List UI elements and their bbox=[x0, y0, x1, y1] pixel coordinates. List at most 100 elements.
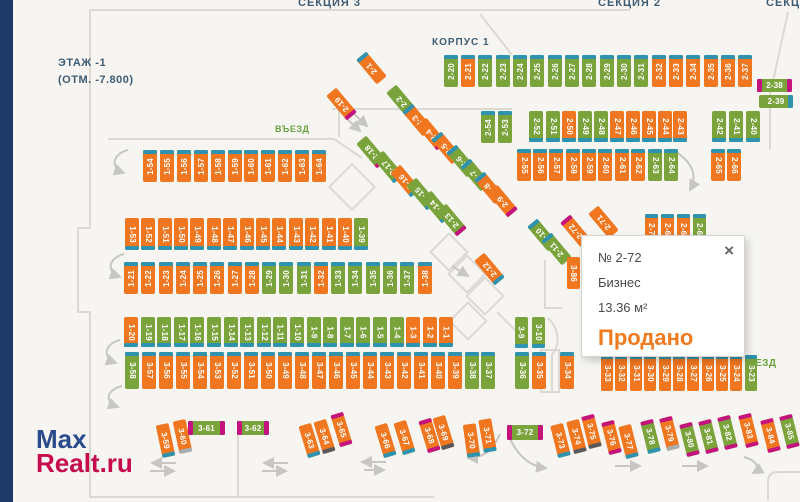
parking-spot-1-11[interactable]: 1-11 bbox=[273, 317, 287, 347]
parking-spot-1-55[interactable]: 1-55 bbox=[160, 150, 174, 182]
parking-spot-1-62[interactable]: 1-62 bbox=[278, 150, 292, 182]
parking-spot-2-51[interactable]: 2-51 bbox=[546, 111, 560, 142]
parking-spot-1-4[interactable]: 1-4 bbox=[390, 317, 404, 347]
parking-spot-2-55[interactable]: 2-55 bbox=[517, 149, 531, 181]
parking-spot-3-51[interactable]: 3-51 bbox=[244, 352, 258, 389]
parking-spot-2-30[interactable]: 2-30 bbox=[617, 55, 631, 87]
parking-spot-2-54[interactable]: 2-54 bbox=[481, 111, 495, 143]
parking-spot-3-55[interactable]: 3-55 bbox=[176, 352, 190, 389]
parking-spot-3-61[interactable]: 3-61 bbox=[188, 421, 225, 435]
parking-spot-2-28[interactable]: 2-28 bbox=[582, 55, 596, 87]
parking-spot-2-29[interactable]: 2-29 bbox=[600, 55, 614, 87]
parking-spot-1-7[interactable]: 1-7 bbox=[340, 317, 354, 347]
parking-spot-2-45[interactable]: 2-45 bbox=[642, 111, 656, 142]
parking-spot-2-35[interactable]: 2-35 bbox=[704, 55, 718, 87]
parking-spot-2-62[interactable]: 2-62 bbox=[631, 149, 645, 181]
parking-spot-2-26[interactable]: 2-26 bbox=[548, 55, 562, 87]
parking-spot-2-60[interactable]: 2-60 bbox=[598, 149, 612, 181]
parking-spot-3-86[interactable]: 3-86 bbox=[567, 257, 580, 289]
maxrealt-logo[interactable]: Max Realt.ru bbox=[36, 426, 133, 476]
parking-spot-1-51[interactable]: 1-51 bbox=[158, 218, 172, 250]
parking-spot-3-32[interactable]: 3-32 bbox=[615, 355, 627, 391]
parking-spot-3-49[interactable]: 3-49 bbox=[278, 352, 292, 389]
parking-spot-2-58[interactable]: 2-58 bbox=[566, 149, 580, 181]
parking-spot-1-23[interactable]: 1-23 bbox=[159, 262, 173, 294]
parking-spot-1-54[interactable]: 1-54 bbox=[143, 150, 157, 182]
parking-spot-1-58[interactable]: 1-58 bbox=[211, 150, 225, 182]
parking-spot-1-44[interactable]: 1-44 bbox=[272, 218, 286, 250]
parking-spot-1-24[interactable]: 1-24 bbox=[176, 262, 190, 294]
parking-spot-1-52[interactable]: 1-52 bbox=[141, 218, 155, 250]
parking-spot-3-42[interactable]: 3-42 bbox=[397, 352, 411, 389]
parking-spot-1-46[interactable]: 1-46 bbox=[240, 218, 254, 250]
parking-spot-1-38[interactable]: 1-38 bbox=[418, 262, 432, 294]
parking-spot-2-41[interactable]: 2-41 bbox=[729, 111, 743, 142]
parking-spot-2-61[interactable]: 2-61 bbox=[615, 149, 629, 181]
parking-spot-3-40[interactable]: 3-40 bbox=[431, 352, 445, 389]
parking-spot-1-25[interactable]: 1-25 bbox=[193, 262, 207, 294]
parking-spot-3-30[interactable]: 3-30 bbox=[644, 355, 656, 391]
parking-spot-1-27[interactable]: 1-27 bbox=[228, 262, 242, 294]
parking-spot-2-48[interactable]: 2-48 bbox=[594, 111, 608, 142]
parking-spot-2-22[interactable]: 2-22 bbox=[478, 55, 492, 87]
parking-spot-3-25[interactable]: 3-25 bbox=[716, 355, 728, 391]
parking-spot-1-43[interactable]: 1-43 bbox=[289, 218, 303, 250]
parking-spot-2-20[interactable]: 2-20 bbox=[444, 55, 458, 87]
popup-close-icon[interactable]: × bbox=[724, 241, 734, 260]
parking-spot-1-33[interactable]: 1-33 bbox=[331, 262, 345, 294]
parking-spot-3-48[interactable]: 3-48 bbox=[295, 352, 309, 389]
parking-spot-3-33[interactable]: 3-33 bbox=[601, 355, 613, 391]
parking-spot-3-39[interactable]: 3-39 bbox=[448, 352, 462, 389]
parking-spot-3-72[interactable]: 3-72 bbox=[507, 425, 543, 440]
parking-spot-3-27[interactable]: 3-27 bbox=[687, 355, 699, 391]
parking-spot-2-66[interactable]: 2-66 bbox=[727, 149, 741, 181]
parking-spot-1-26[interactable]: 1-26 bbox=[210, 262, 224, 294]
parking-spot-1-48[interactable]: 1-48 bbox=[207, 218, 221, 250]
parking-spot-2-25[interactable]: 2-25 bbox=[530, 55, 544, 87]
parking-spot-2-31[interactable]: 2-31 bbox=[634, 55, 648, 87]
parking-spot-3-52[interactable]: 3-52 bbox=[227, 352, 241, 389]
parking-spot-1-42[interactable]: 1-42 bbox=[305, 218, 319, 250]
parking-spot-1-14[interactable]: 1-14 bbox=[224, 317, 238, 347]
parking-spot-1-60[interactable]: 1-60 bbox=[244, 150, 258, 182]
parking-spot-1-47[interactable]: 1-47 bbox=[223, 218, 237, 250]
parking-spot-2-24[interactable]: 2-24 bbox=[513, 55, 527, 87]
parking-spot-1-37[interactable]: 1-37 bbox=[400, 262, 414, 294]
parking-spot-1-15[interactable]: 1-15 bbox=[207, 317, 221, 347]
parking-spot-2-65[interactable]: 2-65 bbox=[711, 149, 725, 181]
parking-spot-2-40[interactable]: 2-40 bbox=[746, 111, 760, 142]
parking-spot-3-46[interactable]: 3-46 bbox=[329, 352, 343, 389]
parking-spot-1-10[interactable]: 1-10 bbox=[290, 317, 304, 347]
parking-spot-1-29[interactable]: 1-29 bbox=[262, 262, 276, 294]
parking-spot-2-21[interactable]: 2-21 bbox=[461, 55, 475, 87]
parking-spot-3-58[interactable]: 3-58 bbox=[125, 352, 139, 389]
parking-spot-1-17[interactable]: 1-17 bbox=[174, 317, 188, 347]
parking-spot-3-29[interactable]: 3-29 bbox=[659, 355, 671, 391]
parking-spot-2-64[interactable]: 2-64 bbox=[664, 149, 678, 181]
parking-spot-1-9[interactable]: 1-9 bbox=[307, 317, 321, 347]
parking-spot-2-42[interactable]: 2-42 bbox=[712, 111, 726, 142]
parking-spot-1-49[interactable]: 1-49 bbox=[190, 218, 204, 250]
parking-spot-1-59[interactable]: 1-59 bbox=[228, 150, 242, 182]
parking-spot-3-38[interactable]: 3-38 bbox=[465, 352, 479, 389]
parking-spot-1-35[interactable]: 1-35 bbox=[366, 262, 380, 294]
parking-spot-3-47[interactable]: 3-47 bbox=[312, 352, 326, 389]
parking-spot-1-39[interactable]: 1-39 bbox=[354, 218, 368, 250]
parking-spot-1-30[interactable]: 1-30 bbox=[279, 262, 293, 294]
parking-spot-2-63[interactable]: 2-63 bbox=[648, 149, 662, 181]
parking-spot-2-36[interactable]: 2-36 bbox=[721, 55, 735, 87]
parking-spot-3-44[interactable]: 3-44 bbox=[363, 352, 377, 389]
parking-spot-1-64[interactable]: 1-64 bbox=[312, 150, 326, 182]
parking-spot-1-5[interactable]: 1-5 bbox=[373, 317, 387, 347]
parking-spot-3-57[interactable]: 3-57 bbox=[142, 352, 156, 389]
parking-spot-3-28[interactable]: 3-28 bbox=[673, 355, 685, 391]
parking-spot-1-19[interactable]: 1-19 bbox=[141, 317, 155, 347]
parking-spot-2-46[interactable]: 2-46 bbox=[626, 111, 640, 142]
parking-spot-2-33[interactable]: 2-33 bbox=[669, 55, 683, 87]
parking-spot-3-62[interactable]: 3-62 bbox=[237, 421, 269, 435]
parking-spot-2-32[interactable]: 2-32 bbox=[652, 55, 666, 87]
parking-spot-1-28[interactable]: 1-28 bbox=[245, 262, 259, 294]
parking-spot-1-61[interactable]: 1-61 bbox=[261, 150, 275, 182]
parking-spot-2-59[interactable]: 2-59 bbox=[582, 149, 596, 181]
parking-spot-1-45[interactable]: 1-45 bbox=[256, 218, 270, 250]
